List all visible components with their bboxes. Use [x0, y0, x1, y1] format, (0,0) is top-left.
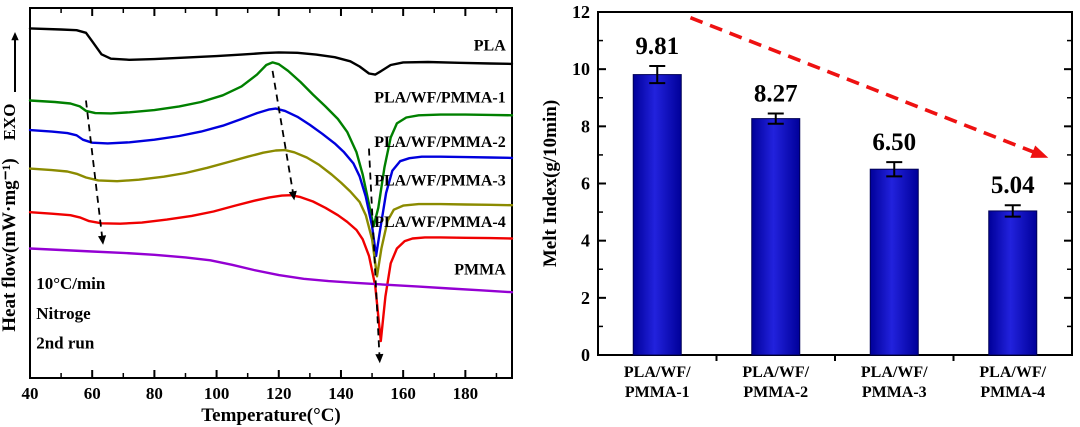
category-label-line1: PLA/WF/ [861, 364, 928, 381]
category-label-line1: PLA/WF/ [624, 364, 691, 381]
bar-pla-wf-pmma-4 [988, 210, 1038, 356]
dsc-thermogram-chart: 40 60 80 100 120 140 160 180 PLA PLA/WF/PMMA-1 PLA… [0, 7, 514, 426]
x-tick-label: 60 [84, 384, 101, 403]
x-tick-label: 100 [204, 384, 230, 403]
series-label-pla-wf-pmma-3: PLA/WF/PMMA-3 [374, 173, 506, 190]
curve-pla-wf-pmma-4 [28, 194, 514, 343]
y-tick-label: 0 [581, 345, 590, 365]
bar-pla-wf-pmma-1 [632, 74, 682, 356]
x-tick-label: 80 [146, 384, 163, 403]
y-tick-label: 8 [581, 116, 590, 136]
category-label-line1: PLA/WF/ [742, 364, 809, 381]
y-tick-label: 10 [572, 59, 590, 79]
bar-value-label: 6.50 [872, 129, 916, 156]
category-label-line2: PMMA-4 [980, 384, 1045, 401]
decreasing-trend-arrow-head [1030, 145, 1049, 158]
x-tick-label: 160 [390, 384, 416, 403]
curve-pmma [28, 247, 514, 294]
exo-label: EXO [0, 104, 19, 141]
y-tick-label: 4 [581, 231, 590, 251]
dsc-plot-frame [29, 7, 513, 379]
bar-value-label: 8.27 [754, 80, 798, 107]
decreasing-trend-arrow-line [689, 16, 1039, 156]
category-label-line2: PMMA-3 [862, 384, 927, 401]
y-tick-label: 12 [572, 2, 590, 22]
y-axis-label: Melt Index(g/10min) [540, 100, 561, 267]
series-label-pla-wf-pmma-4: PLA/WF/PMMA-4 [374, 214, 506, 231]
category-label-line2: PMMA-1 [625, 384, 690, 401]
bar-pla-wf-pmma-2 [751, 118, 801, 356]
curve-pla [28, 27, 514, 76]
series-label-pla-wf-pmma-1: PLA/WF/PMMA-1 [374, 89, 506, 106]
x-tick-label: 120 [266, 384, 292, 403]
melting-peak-arrow-line [368, 148, 381, 358]
curve-pla-wf-pmma-3 [28, 148, 514, 278]
x-tick-label: 180 [453, 384, 479, 403]
tg-shift-arrow-line [85, 100, 104, 239]
annotation-10-c-min: 10°C/min [36, 274, 106, 293]
bar-pla-wf-pmma-3 [869, 168, 919, 356]
bar-value-label: 5.04 [991, 172, 1035, 199]
y-tick-label: 6 [581, 174, 590, 194]
melting-peak-arrow-head [375, 353, 384, 364]
series-label-pla: PLA [474, 38, 506, 55]
tg-shift-arrow-head [98, 235, 107, 245]
series-label-pla-wf-pmma-2: PLA/WF/PMMA-2 [374, 134, 506, 151]
annotation-2nd-run: 2nd run [36, 333, 95, 352]
annotation-nitroge: Nitroge [36, 304, 91, 323]
exo-direction-arrow-head [11, 32, 19, 41]
y-axis-label: Heat flow(mW·mg⁻¹) [0, 158, 20, 332]
category-label-line2: PMMA-2 [743, 384, 808, 401]
x-tick-label: 40 [22, 384, 39, 403]
bar-value-label: 9.81 [635, 33, 679, 60]
crystallization-shift-arrow-line [271, 70, 295, 195]
category-label-line1: PLA/WF/ [979, 364, 1046, 381]
curve-pla-wf-pmma-1 [28, 61, 514, 228]
crystallization-shift-arrow-head [288, 190, 297, 201]
x-tick-label: 140 [328, 384, 354, 403]
melt-index-bar-chart: 0 2 4 6 8 10 12 9.81 PLA/WF/PMMA-1 8.27 PLA/WF/PMM… [540, 2, 1073, 401]
y-tick-label: 2 [581, 288, 590, 308]
x-axis-label: Temperature(°C) [201, 405, 341, 426]
curve-pla-wf-pmma-2 [28, 107, 514, 258]
series-label-pmma: PMMA [454, 261, 506, 278]
